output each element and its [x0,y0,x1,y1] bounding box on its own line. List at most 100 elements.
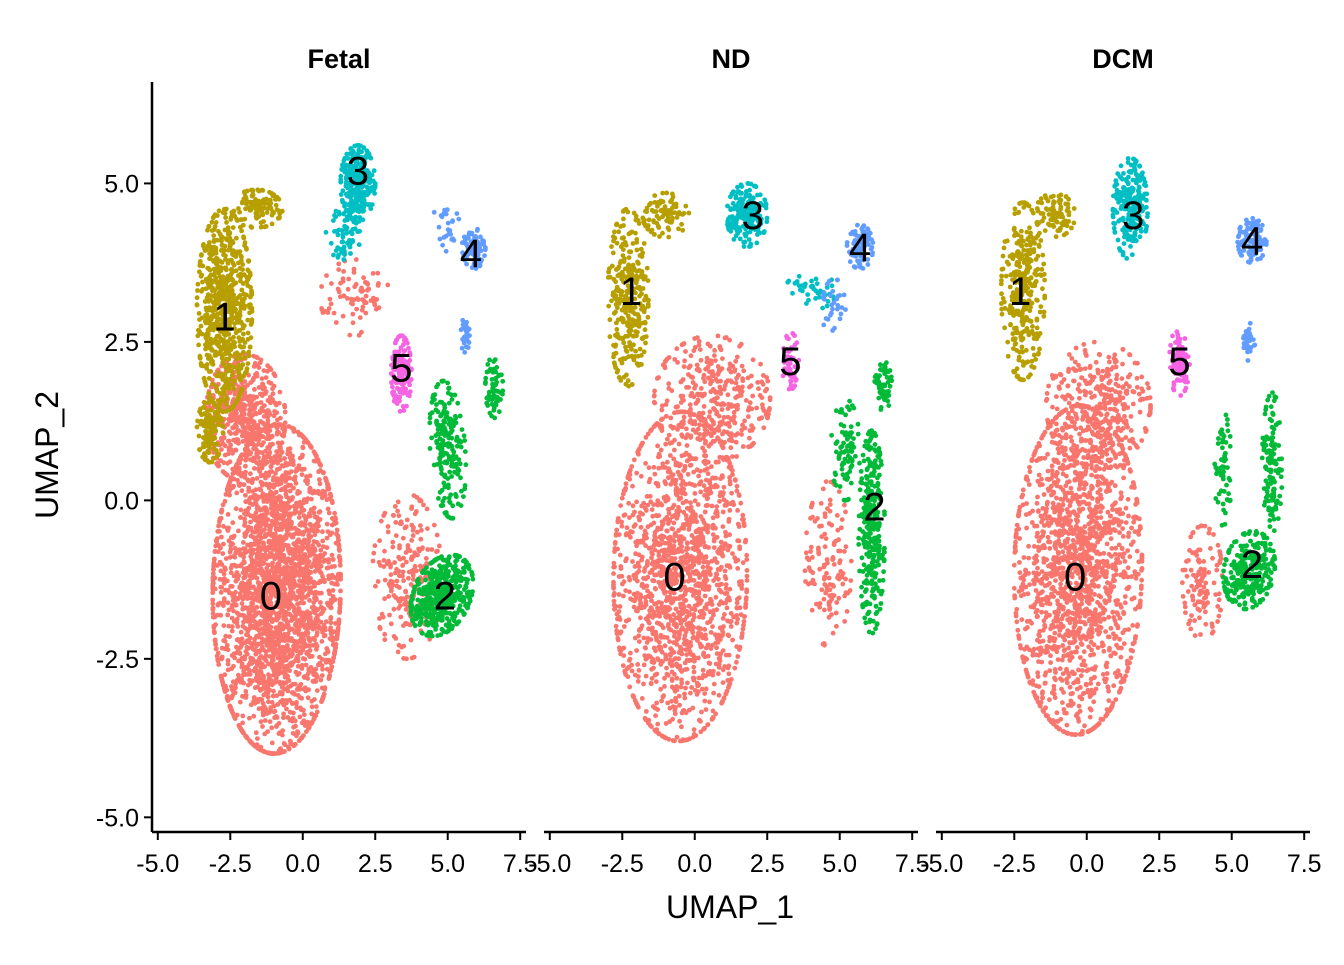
cell-point [302,552,308,557]
cell-point [240,425,246,430]
cell-point [239,488,245,494]
cell-point [230,225,236,231]
cell-point [294,687,300,692]
cell-point [310,622,316,628]
cell-point [241,558,247,564]
cell-point [252,200,258,206]
cell-point [202,378,208,384]
cell-point [322,493,328,499]
cell-point [290,574,296,580]
cell-point [313,490,319,496]
cell-point [288,580,294,586]
cell-point [376,305,382,311]
cell-point [390,512,396,518]
cell-point [401,555,406,561]
cell-point [259,211,265,216]
cell-point [439,626,445,632]
cell-point [211,238,217,244]
cell-point [275,452,281,458]
cell-point [336,619,342,625]
cell-point [237,460,243,466]
cell-point [301,439,307,445]
cell-point [404,517,410,523]
cell-point [457,603,463,609]
cell-point [224,472,230,478]
cell-point [265,412,270,417]
cell-point [315,519,321,524]
cell-point [210,361,216,367]
cell-point [288,512,294,518]
cell-point [429,547,435,552]
cell-point [288,683,293,689]
cell-point [236,471,242,477]
cell-point [254,450,260,456]
cell-point [279,527,284,532]
cell-point [258,473,264,479]
cell-point [225,231,231,237]
cell-point [227,488,232,494]
cell-point [281,554,287,559]
cell-point [440,503,446,508]
cell-point [243,499,249,505]
cell-point [415,529,420,535]
cell-point [434,549,439,555]
cell-point [243,587,249,593]
cell-point [218,515,224,521]
cell-point [424,596,429,602]
cell-point [281,514,287,519]
cell-point [301,513,307,519]
cell-point [337,562,343,568]
cell-point [463,462,469,468]
cell-point [441,408,447,414]
cell-point [453,492,458,497]
cell-point [329,522,335,528]
cell-point [213,278,219,284]
cell-point [264,210,270,215]
cell-point [269,545,275,551]
cell-point [320,666,325,672]
cell-point [237,352,242,358]
cell-point [323,309,328,314]
cell-point [320,470,326,476]
cell-point [411,493,417,498]
cell-point [282,611,287,617]
cell-point [258,419,264,425]
cell-point [409,522,415,528]
cell-point [233,685,238,691]
cell-point [201,399,207,405]
cell-point [311,505,317,511]
cell-point [305,695,311,701]
cell-point [218,584,224,590]
cell-point [270,693,276,699]
cell-point [256,455,261,460]
cell-point [236,294,241,300]
cell-point [216,208,222,214]
cell-point [320,529,325,535]
cell-point [437,543,442,549]
cell-point [278,746,283,751]
cell-point [330,500,335,506]
cell-point [391,593,397,598]
cell-point [269,700,275,705]
cell-point [269,740,275,746]
cell-point [213,622,219,628]
cell-point [263,533,269,539]
cell-point [433,627,438,632]
cell-point [239,679,245,685]
cell-point [237,265,243,271]
cell-point [327,496,333,501]
cell-point [291,426,297,432]
cell-point [307,529,312,534]
cell-point [269,221,275,227]
cell-point [249,644,255,650]
cell-point [247,410,253,415]
cell-point [215,412,221,418]
cell-point [271,634,277,639]
cell-point [270,386,275,392]
cell-point [370,558,376,564]
cell-point [404,559,409,565]
cell-point [241,540,246,545]
cell-point [198,273,204,279]
cell-point [227,549,233,555]
cell-point [211,628,217,634]
